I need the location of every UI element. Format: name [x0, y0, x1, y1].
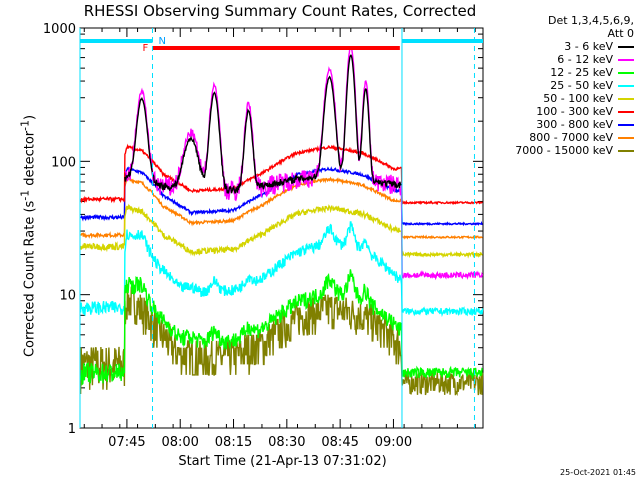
x-tick-label: 08:30 [268, 435, 305, 450]
legend-swatch [618, 110, 634, 113]
x-tick-label: 07:45 [108, 435, 145, 450]
chart-title: RHESSI Observing Summary Count Rates, Co… [83, 2, 477, 20]
legend-swatch [618, 136, 634, 139]
legend-label: 300 - 800 keV [536, 118, 613, 131]
legend-header-detectors: Det 1,3,4,5,6,9, [547, 14, 634, 27]
series-line-300-800-kev [80, 166, 483, 227]
legend-label: 25 - 50 keV [550, 79, 613, 92]
legend-label: 12 - 25 keV [550, 66, 613, 79]
legend-swatch [618, 45, 634, 48]
y-axis-label: Corrected Count Rate (s-1 detector-1) [18, 114, 38, 358]
legend: Det 1,3,4,5,6,9, Att 0 3 - 6 keV 6 - 12 k… [490, 14, 634, 157]
legend-header-attenuator: Att 0 [607, 27, 634, 40]
x-tick-label: 08:45 [321, 435, 358, 450]
timestamp: 25-Oct-2021 01:45 [560, 468, 636, 477]
legend-label: 50 - 100 keV [543, 92, 613, 105]
legend-swatch [618, 58, 634, 61]
night-marker: N [158, 36, 165, 47]
legend-label: 3 - 6 keV [564, 40, 613, 53]
legend-swatch [618, 97, 634, 100]
legend-item: 7000 - 15000 keV [490, 144, 634, 157]
legend-swatch [618, 84, 634, 87]
x-axis-label: Start Time (21-Apr-13 07:31:02) [178, 454, 387, 469]
series-line-3-6-kev [124, 54, 402, 194]
x-tick-label: 08:00 [161, 435, 198, 450]
legend-item: 25 - 50 keV [490, 79, 634, 92]
y-tick-label: 100 [51, 155, 76, 170]
series-line-12-25-kev [79, 269, 484, 386]
x-tick-label: 08:15 [215, 435, 252, 450]
series-line-100-300-kev [79, 143, 483, 206]
legend-label: 7000 - 15000 keV [515, 144, 613, 157]
legend-swatch [618, 149, 634, 152]
legend-item: 100 - 300 keV [490, 105, 634, 118]
series-line-50-100-kev [79, 203, 483, 259]
legend-item: 6 - 12 keV [490, 53, 634, 66]
legend-swatch [618, 123, 634, 126]
legend-item: 50 - 100 keV [490, 92, 634, 105]
flare-marker: F [142, 43, 148, 54]
series-line-25-50-kev [79, 221, 484, 318]
legend-item: 300 - 800 keV [490, 118, 634, 131]
legend-item: 800 - 7000 keV [490, 131, 634, 144]
y-tick-label: 10 [59, 289, 76, 304]
legend-label: 100 - 300 keV [536, 105, 613, 118]
series-line-800-7000-kev [80, 176, 483, 240]
y-tick-label: 1 [68, 422, 76, 437]
legend-swatch [618, 71, 634, 74]
x-tick-label: 09:00 [375, 435, 412, 450]
legend-label: 6 - 12 keV [557, 53, 613, 66]
legend-label: 800 - 7000 keV [529, 131, 613, 144]
legend-item: 12 - 25 keV [490, 66, 634, 79]
plot-frame [79, 27, 484, 429]
series-line-7000-15000-kev [79, 284, 484, 397]
y-tick-label: 1000 [43, 22, 76, 37]
legend-item: 3 - 6 keV [490, 40, 634, 53]
